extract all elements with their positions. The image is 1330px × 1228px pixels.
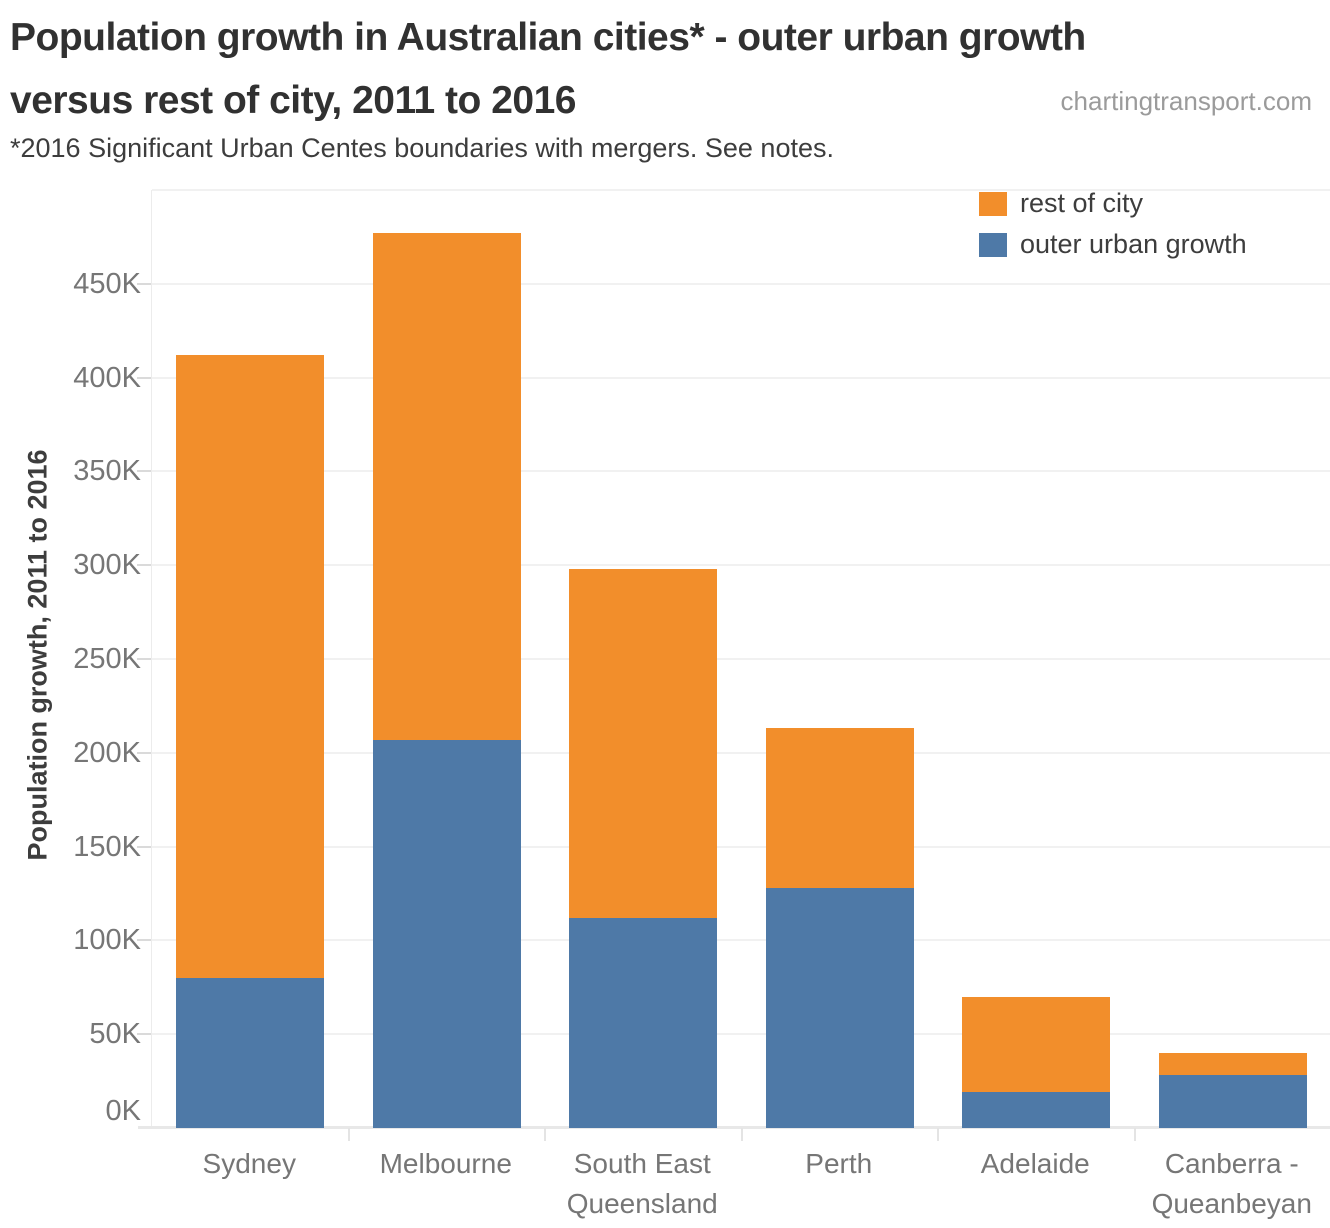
- y-tick-label-0k: 0K: [105, 1095, 141, 1127]
- x-axis-baseline: [138, 1126, 1330, 1129]
- y-tick-mark-300k: [137, 564, 151, 567]
- bar-melbourne-rest-of-city[interactable]: [372, 233, 521, 740]
- gridline-450k: [152, 282, 1330, 285]
- y-tick-label-150k: 150K: [73, 830, 141, 863]
- gridline-100k: [152, 939, 1330, 942]
- y-tick-mark-150k: [137, 845, 151, 848]
- gridline-300k: [152, 564, 1330, 567]
- gridline-50k: [152, 1033, 1330, 1036]
- y-tick-label-100k: 100K: [73, 924, 141, 957]
- plot-area: [138, 189, 1330, 1141]
- y-tick-label-300k: 300K: [73, 549, 141, 582]
- bar-perth-rest-of-city[interactable]: [765, 728, 914, 888]
- bar-canberra-queanbeyan-rest-of-city[interactable]: [1158, 1052, 1307, 1076]
- chart-title: Population growth in Australian cities* …: [10, 6, 1086, 132]
- category-boundary-tick: [544, 1128, 546, 1141]
- x-category-label-sydney: Sydney: [202, 1148, 296, 1179]
- bar-sydney-outer-urban-growth[interactable]: [176, 977, 325, 1128]
- category-boundary-tick: [347, 1128, 350, 1141]
- legend-item-rest-of-city[interactable]: rest of city: [979, 188, 1247, 219]
- y-tick-label-400k: 400K: [73, 361, 141, 394]
- x-category-label-canberra-queanbeyan: Canberra - Queanbeyan: [1151, 1148, 1312, 1219]
- x-category-label-south-east-queensland: South East Queensland: [566, 1148, 718, 1219]
- bar-south-east-queensland-rest-of-city[interactable]: [569, 568, 718, 918]
- bar-perth-outer-urban-growth[interactable]: [765, 887, 914, 1128]
- legend-swatch-rest-of-city: [979, 191, 1007, 216]
- bar-sydney-rest-of-city[interactable]: [176, 355, 325, 978]
- y-tick-mark-50k: [137, 1033, 151, 1036]
- legend-item-outer-urban-growth[interactable]: outer urban growth: [979, 229, 1247, 260]
- y-tick-mark-100k: [137, 939, 151, 942]
- y-tick-mark-450k: [137, 282, 151, 285]
- gridline-350k: [152, 470, 1330, 473]
- legend-label-rest-of-city: rest of city: [1020, 188, 1144, 218]
- bar-canberra-queanbeyan-outer-urban-growth[interactable]: [1158, 1075, 1307, 1128]
- chart-footnote: *2016 Significant Urban Centes boundarie…: [10, 133, 834, 163]
- y-tick-mark-200k: [137, 751, 151, 754]
- category-boundary-tick: [740, 1128, 743, 1141]
- x-category-label-adelaide: Adelaide: [980, 1148, 1090, 1179]
- gridline-150k: [152, 845, 1330, 848]
- y-tick-label-50k: 50K: [89, 1018, 141, 1051]
- y-tick-mark-250k: [137, 658, 151, 660]
- y-tick-label-200k: 200K: [73, 736, 141, 769]
- x-category-label-perth: Perth: [805, 1148, 873, 1179]
- category-boundary-tick: [937, 1128, 939, 1141]
- y-tick-mark-400k: [137, 376, 151, 379]
- bar-south-east-queensland-outer-urban-growth[interactable]: [569, 917, 718, 1128]
- bar-melbourne-outer-urban-growth[interactable]: [372, 739, 521, 1128]
- y-tick-label-350k: 350K: [73, 455, 141, 488]
- chart-title-line-2: versus rest of city, 2011 to 2016: [10, 79, 576, 122]
- legend-label-outer-urban-growth: outer urban growth: [1020, 229, 1247, 259]
- y-tick-label-450k: 450K: [73, 267, 141, 300]
- bar-adelaide-outer-urban-growth[interactable]: [962, 1092, 1111, 1128]
- gridline-250k: [152, 658, 1330, 660]
- gridline-400k: [152, 376, 1330, 379]
- gridline-200k: [152, 751, 1330, 754]
- gridline-500k: [152, 189, 1330, 191]
- y-tick-label-250k: 250K: [73, 643, 141, 675]
- legend-swatch-outer-urban-growth: [979, 232, 1007, 257]
- chart-title-line-1: Population growth in Australian cities* …: [10, 16, 1086, 59]
- y-tick-mark-350k: [137, 470, 151, 473]
- bar-adelaide-rest-of-city[interactable]: [962, 996, 1111, 1093]
- category-boundary-tick: [1133, 1128, 1136, 1141]
- legend: rest of city outer urban growth: [979, 188, 1247, 270]
- x-category-label-melbourne: Melbourne: [379, 1148, 512, 1179]
- site-attribution: chartingtransport.com: [1060, 86, 1312, 116]
